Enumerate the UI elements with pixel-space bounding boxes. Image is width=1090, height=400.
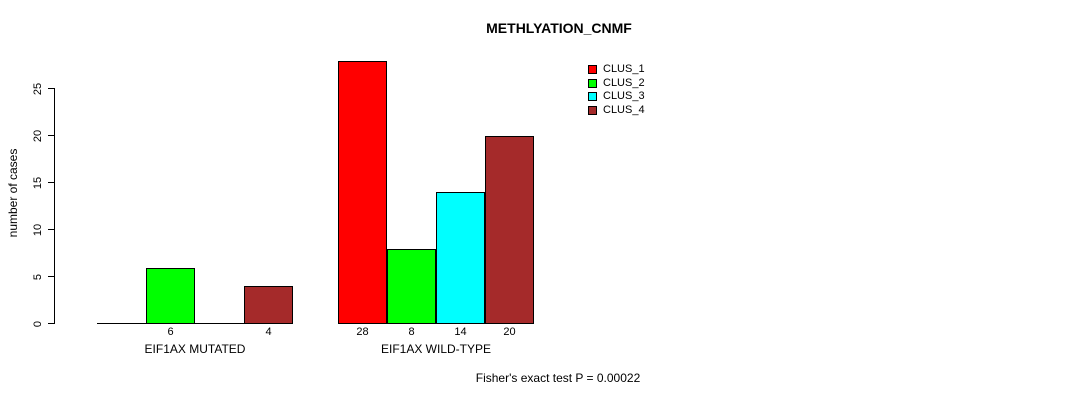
zero-bar-clus_1 <box>97 323 146 324</box>
y-tick-mark <box>48 229 54 230</box>
legend-swatch-clus_2 <box>588 78 597 88</box>
y-tick-label: 20 <box>32 129 44 142</box>
legend-label-clus_2: CLUS_2 <box>603 76 645 89</box>
bar-value-label: 4 <box>265 326 272 338</box>
legend-label-clus_3: CLUS_3 <box>603 90 645 102</box>
legend-label-clus_4: CLUS_4 <box>603 103 645 116</box>
legend-swatch-clus_3 <box>588 92 597 101</box>
y-tick-label: 0 <box>32 320 44 327</box>
legend-swatch-clus_1 <box>588 65 597 74</box>
y-tick-mark <box>48 135 54 136</box>
chart-title: METHLYATION_CNMF <box>486 20 632 36</box>
zero-bar-clus_3 <box>195 323 244 324</box>
bar-value-label: 8 <box>408 326 415 338</box>
group-label: EIF1AX MUTATED <box>144 342 246 356</box>
bar-value-label: 14 <box>454 326 467 338</box>
y-tick-label: 15 <box>32 176 44 189</box>
legend-swatch-clus_4 <box>588 105 597 115</box>
y-tick-mark <box>48 88 54 89</box>
group-label: EIF1AX WILD-TYPE <box>380 342 492 356</box>
y-axis-line <box>54 88 55 324</box>
y-tick-mark <box>48 323 54 324</box>
bar-clus_4 <box>244 286 293 324</box>
legend-label-clus_1: CLUS_1 <box>603 63 645 75</box>
bar-clus_4 <box>485 136 534 324</box>
y-tick-label: 5 <box>32 273 44 280</box>
footnote-fisher-test: Fisher's exact test P = 0.00022 <box>475 371 641 385</box>
y-tick-label: 25 <box>32 82 44 95</box>
bar-value-label: 20 <box>503 326 516 338</box>
bar-clus_1 <box>338 61 387 324</box>
bar-clus_2 <box>146 268 195 324</box>
bar-value-label: 28 <box>356 326 369 338</box>
y-tick-label: 10 <box>32 223 44 236</box>
y-tick-mark <box>48 276 54 277</box>
bar-value-label: 6 <box>167 326 174 338</box>
y-tick-mark <box>48 182 54 183</box>
bar-clus_2 <box>387 249 436 324</box>
bar-clus_3 <box>436 192 485 324</box>
